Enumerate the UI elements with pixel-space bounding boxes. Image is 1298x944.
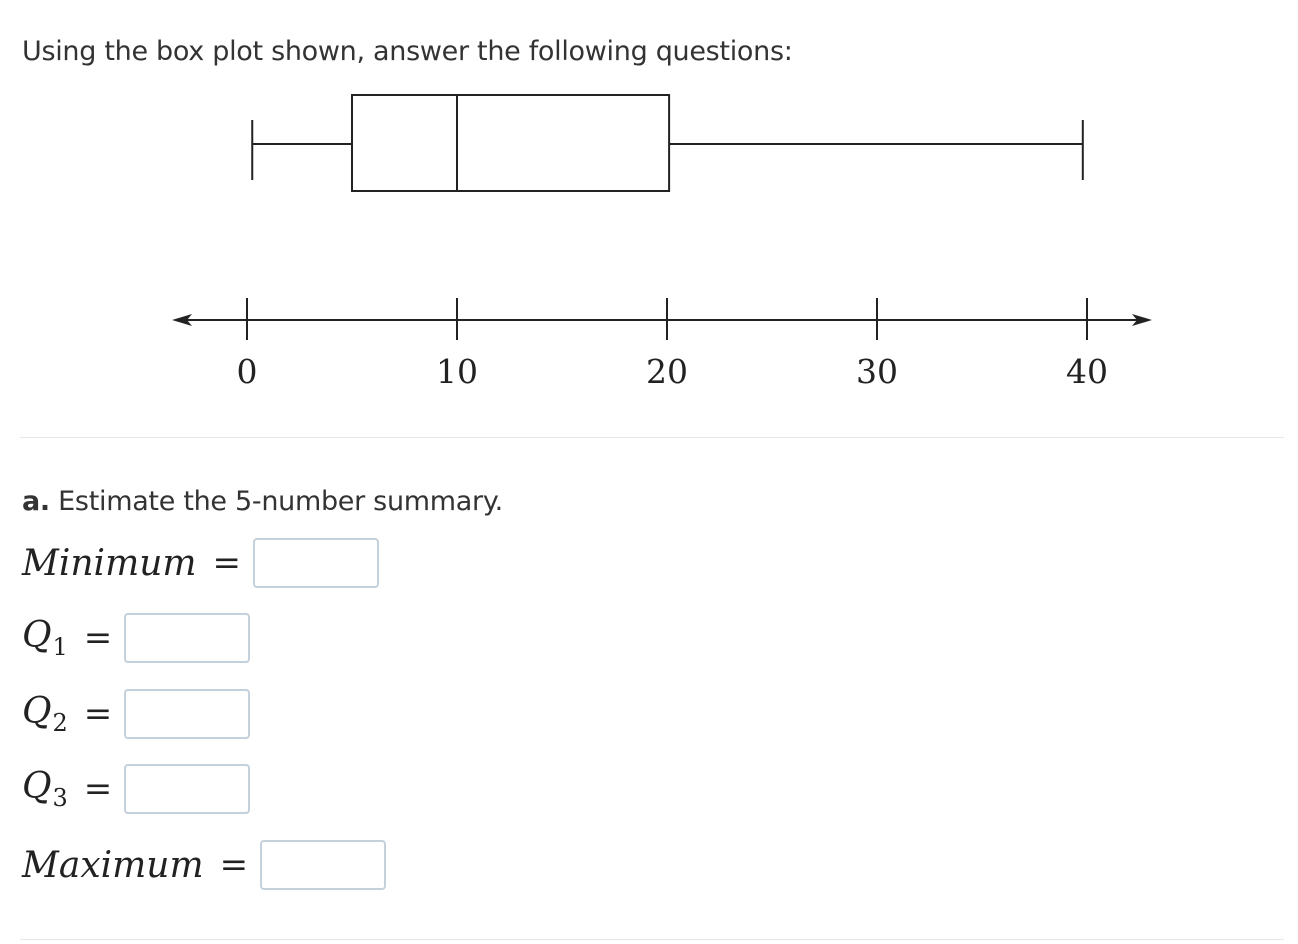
section-divider [20, 437, 1284, 438]
part-a-text: Estimate the 5-number summary. [49, 486, 503, 517]
maximum-input[interactable] [260, 840, 387, 890]
maximum-row: Maximum = [22, 837, 387, 893]
maximum-label: Maximum [22, 844, 204, 886]
q1-label: Q1 [22, 615, 68, 661]
q3-label: Q3 [22, 766, 68, 812]
axis-tick-label: 20 [646, 352, 688, 391]
axis-tick-label: 10 [436, 352, 478, 391]
axis-arrow-left [172, 314, 192, 326]
part-a-letter: a. [22, 486, 50, 517]
axis-tick-label: 0 [237, 352, 258, 391]
minimum-row: Minimum = [22, 535, 380, 591]
number-line-axis: 0 10 20 30 40 [172, 298, 1152, 391]
box-iqr [351, 94, 671, 192]
axis-tick-label: 40 [1066, 352, 1108, 391]
q1-row: Q1 = [22, 610, 251, 666]
q1-input[interactable] [124, 613, 251, 663]
equals-sign: = [219, 845, 249, 885]
equals-sign: = [212, 543, 242, 583]
equals-sign: = [83, 694, 113, 734]
axis-tick-label: 30 [856, 352, 898, 391]
part-a-prompt: a. Estimate the 5-number summary. [22, 482, 503, 522]
question-prompt: Using the box plot shown, answer the fol… [22, 36, 793, 67]
equals-sign: = [83, 618, 113, 658]
box-plot [251, 94, 1084, 192]
q3-row: Q3 = [22, 761, 251, 817]
q2-subscript: 2 [52, 709, 68, 737]
q2-input[interactable] [124, 689, 251, 739]
q3-input[interactable] [124, 764, 251, 814]
q3-subscript: 3 [52, 784, 68, 812]
minimum-label: Minimum [22, 542, 197, 584]
minimum-input[interactable] [253, 538, 380, 588]
axis-arrow-right [1132, 314, 1152, 326]
q2-row: Q2 = [22, 686, 251, 742]
box-plot-chart: 0 10 20 30 40 [172, 94, 1152, 391]
q1-subscript: 1 [52, 633, 68, 661]
equals-sign: = [83, 769, 113, 809]
q2-label: Q2 [22, 691, 68, 737]
section-divider-bottom [20, 939, 1284, 940]
